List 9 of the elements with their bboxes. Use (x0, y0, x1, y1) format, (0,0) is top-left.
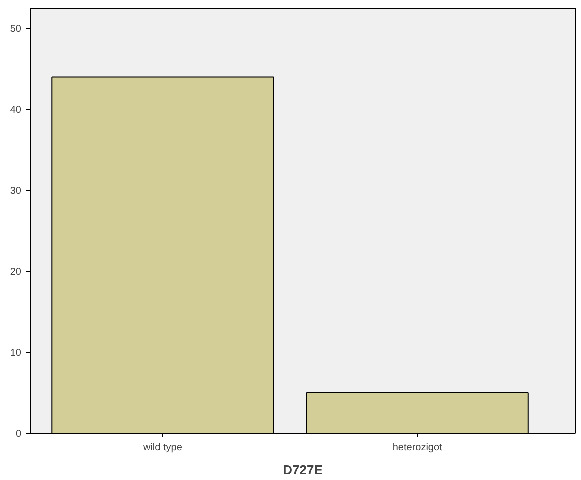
x-tick-label: heterozigot (392, 442, 443, 454)
y-tick-label: 20 (10, 267, 22, 278)
x-axis-title: D727E (283, 462, 324, 478)
y-tick-label: 30 (10, 186, 22, 198)
y-tick-label: 40 (10, 105, 22, 116)
y-tick-label: 10 (10, 348, 22, 360)
y-tick-label: 50 (10, 24, 22, 36)
y-tick-label: 0 (16, 429, 22, 440)
x-tick-label: wild type (142, 442, 183, 454)
